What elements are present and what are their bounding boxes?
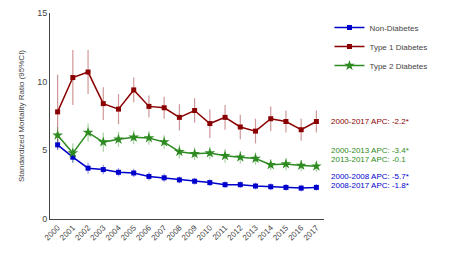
- svg-text:2003: 2003: [89, 223, 108, 242]
- svg-text:2013: 2013: [241, 223, 260, 242]
- svg-text:15: 15: [37, 8, 47, 18]
- svg-text:2002: 2002: [73, 223, 92, 242]
- svg-text:2008-2017 APC: -1.8*: 2008-2017 APC: -1.8*: [331, 181, 409, 190]
- svg-text:2006: 2006: [134, 223, 153, 242]
- svg-text:2005: 2005: [119, 223, 138, 242]
- svg-text:2000: 2000: [43, 223, 62, 242]
- svg-text:2000-2013 APC: -3.4*: 2000-2013 APC: -3.4*: [331, 146, 409, 155]
- svg-text:Standardized Mortality Ratio (: Standardized Mortality Ratio (95%CI): [17, 50, 26, 182]
- svg-text:2016: 2016: [286, 223, 305, 242]
- svg-text:2001: 2001: [58, 223, 77, 242]
- svg-text:2000-2017 APC: -2.2*: 2000-2017 APC: -2.2*: [331, 117, 409, 126]
- svg-text:2008: 2008: [165, 223, 184, 242]
- svg-text:2015: 2015: [271, 223, 290, 242]
- svg-text:2012: 2012: [226, 223, 245, 242]
- svg-text:Non-Diabetes: Non-Diabetes: [369, 24, 418, 33]
- svg-text:Type 2 Diabetes: Type 2 Diabetes: [369, 62, 427, 71]
- svg-text:2007: 2007: [149, 223, 168, 242]
- svg-text:2013-2017 APC: -0.1: 2013-2017 APC: -0.1: [331, 155, 406, 164]
- svg-text:0: 0: [42, 214, 47, 224]
- svg-text:2009: 2009: [180, 223, 199, 242]
- svg-text:10: 10: [37, 77, 47, 87]
- svg-text:2014: 2014: [256, 223, 275, 242]
- svg-text:2000-2008 APC: -5.7*: 2000-2008 APC: -5.7*: [331, 172, 409, 181]
- svg-text:5: 5: [42, 145, 47, 155]
- svg-text:Type 1 Diabetes: Type 1 Diabetes: [369, 43, 427, 52]
- svg-text:2010: 2010: [195, 223, 214, 242]
- svg-text:2004: 2004: [104, 223, 123, 242]
- svg-text:2011: 2011: [211, 223, 230, 242]
- svg-text:2017: 2017: [302, 223, 321, 242]
